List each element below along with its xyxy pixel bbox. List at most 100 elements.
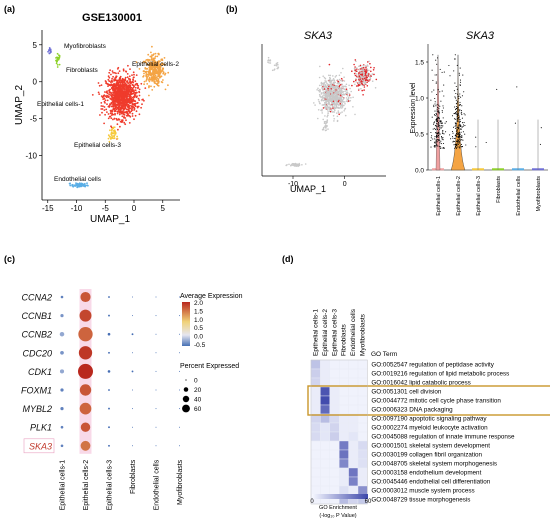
heatmap-cell	[348, 431, 359, 442]
violin-point	[442, 117, 444, 119]
violin-point	[442, 139, 444, 141]
ska3-umap-point	[322, 92, 325, 94]
ska3-umap-point	[367, 79, 369, 82]
umap-point	[119, 79, 122, 81]
umap-point	[128, 110, 131, 112]
ska3-umap-point	[298, 162, 301, 165]
umap-point	[87, 184, 89, 187]
heatmap-cell	[329, 368, 340, 379]
umap-point	[133, 90, 135, 93]
heatmap-cell	[348, 476, 359, 487]
ska3-umap-point	[325, 81, 327, 83]
umap-point	[49, 52, 51, 54]
violin-point	[455, 113, 457, 115]
violin-point	[455, 97, 457, 99]
umap-x-tick-label: 0	[132, 204, 137, 213]
umap-point	[55, 61, 58, 63]
dot	[155, 445, 157, 447]
violin-point	[453, 140, 455, 143]
umap-x-tick-label: -5	[102, 204, 110, 213]
umap-point	[146, 63, 148, 66]
dot	[179, 426, 180, 428]
ska3-umap-point	[357, 75, 359, 78]
heatmap-cell	[320, 440, 330, 451]
violin-point	[442, 132, 444, 134]
size-legend-title: Percent Expressed	[180, 363, 239, 370]
violin-category-label: Fibroblasts	[496, 176, 502, 203]
go-heatmap: GO Term Epithelial cells-1 Epithelial cel…	[307, 308, 550, 519]
umap-point	[158, 80, 160, 83]
heatmap-cell	[329, 386, 340, 397]
umap-point	[148, 94, 150, 97]
violin-point	[435, 139, 437, 141]
umap-x-tick-label: -10	[71, 204, 83, 213]
ska3-umap-point	[339, 112, 342, 114]
ska3-umap-point	[341, 85, 344, 88]
heatmap-cell	[320, 404, 330, 415]
dot	[179, 408, 180, 410]
violin-point	[456, 129, 458, 132]
violin-point	[457, 114, 459, 116]
dot	[78, 327, 93, 342]
umap-point	[103, 94, 106, 96]
umap-point	[56, 56, 58, 59]
umap-point	[116, 68, 119, 70]
ska3-umap-point	[327, 92, 330, 95]
umap-point	[112, 83, 115, 86]
umap-point	[157, 78, 160, 81]
umap-point	[130, 110, 133, 113]
umap-point	[110, 114, 113, 116]
dot	[108, 351, 110, 354]
ska3-umap-point	[291, 163, 293, 165]
ska3-umap-point	[372, 69, 375, 71]
umap-point	[117, 87, 119, 90]
heatmap-cell	[320, 476, 330, 487]
gene-label: FOXM1	[21, 386, 52, 396]
umap-point	[151, 59, 154, 61]
violin-point	[451, 135, 454, 138]
ska3-umap-point	[341, 101, 343, 103]
umap-point	[153, 68, 156, 71]
color-legend-tick: 2.0	[194, 300, 203, 307]
violin-point	[457, 131, 459, 133]
umap-point	[119, 82, 122, 84]
ska3-umap-point	[333, 120, 335, 122]
umap-point	[134, 89, 137, 92]
ska3-umap-point	[358, 68, 361, 71]
dot-plot-body: CCNA2 CCNB1 CCNB2 CDC20 CDK1 FOXM1 MYBL2 PLK1 SK…	[21, 289, 184, 510]
ska3-umap-point	[332, 81, 335, 84]
ska3-violin-plot: SKA3 Expression level 0.0 0.5 1.0 1.5 Epithe…	[410, 30, 548, 216]
violin-point	[458, 141, 460, 144]
ska3-umap-point	[347, 96, 350, 99]
umap-point	[133, 106, 135, 109]
umap-point	[134, 95, 137, 97]
umap-point	[47, 50, 49, 53]
heatmap-cell	[339, 449, 349, 460]
color-legend-tick: 1.5	[194, 308, 203, 315]
heatmap-cell	[339, 422, 349, 433]
violin-point	[462, 125, 464, 127]
violin-point	[440, 136, 443, 138]
ska3-umap-point	[332, 98, 334, 101]
heatmap-cell	[357, 404, 368, 415]
ska3-umap-point	[365, 78, 367, 81]
umap-point	[162, 79, 164, 81]
ska3-umap-point	[331, 88, 334, 90]
ska3-umap-point	[326, 114, 329, 117]
umap-point	[102, 105, 104, 108]
ska3-umap-point	[337, 110, 340, 112]
dot	[60, 314, 64, 318]
umap-point	[121, 115, 124, 118]
violin-point	[455, 108, 457, 110]
heatmap-cell	[320, 395, 330, 406]
violin-point	[442, 125, 444, 127]
violin-point	[432, 138, 434, 140]
ska3-umap-point	[328, 74, 330, 77]
heatmap-cell	[357, 449, 368, 460]
heatmap-cell	[320, 368, 330, 379]
ska3-umap-point	[373, 67, 375, 69]
violin-point	[454, 106, 456, 108]
umap-point	[148, 69, 151, 72]
umap-point	[100, 105, 103, 107]
ska3-umap-point	[324, 77, 327, 80]
